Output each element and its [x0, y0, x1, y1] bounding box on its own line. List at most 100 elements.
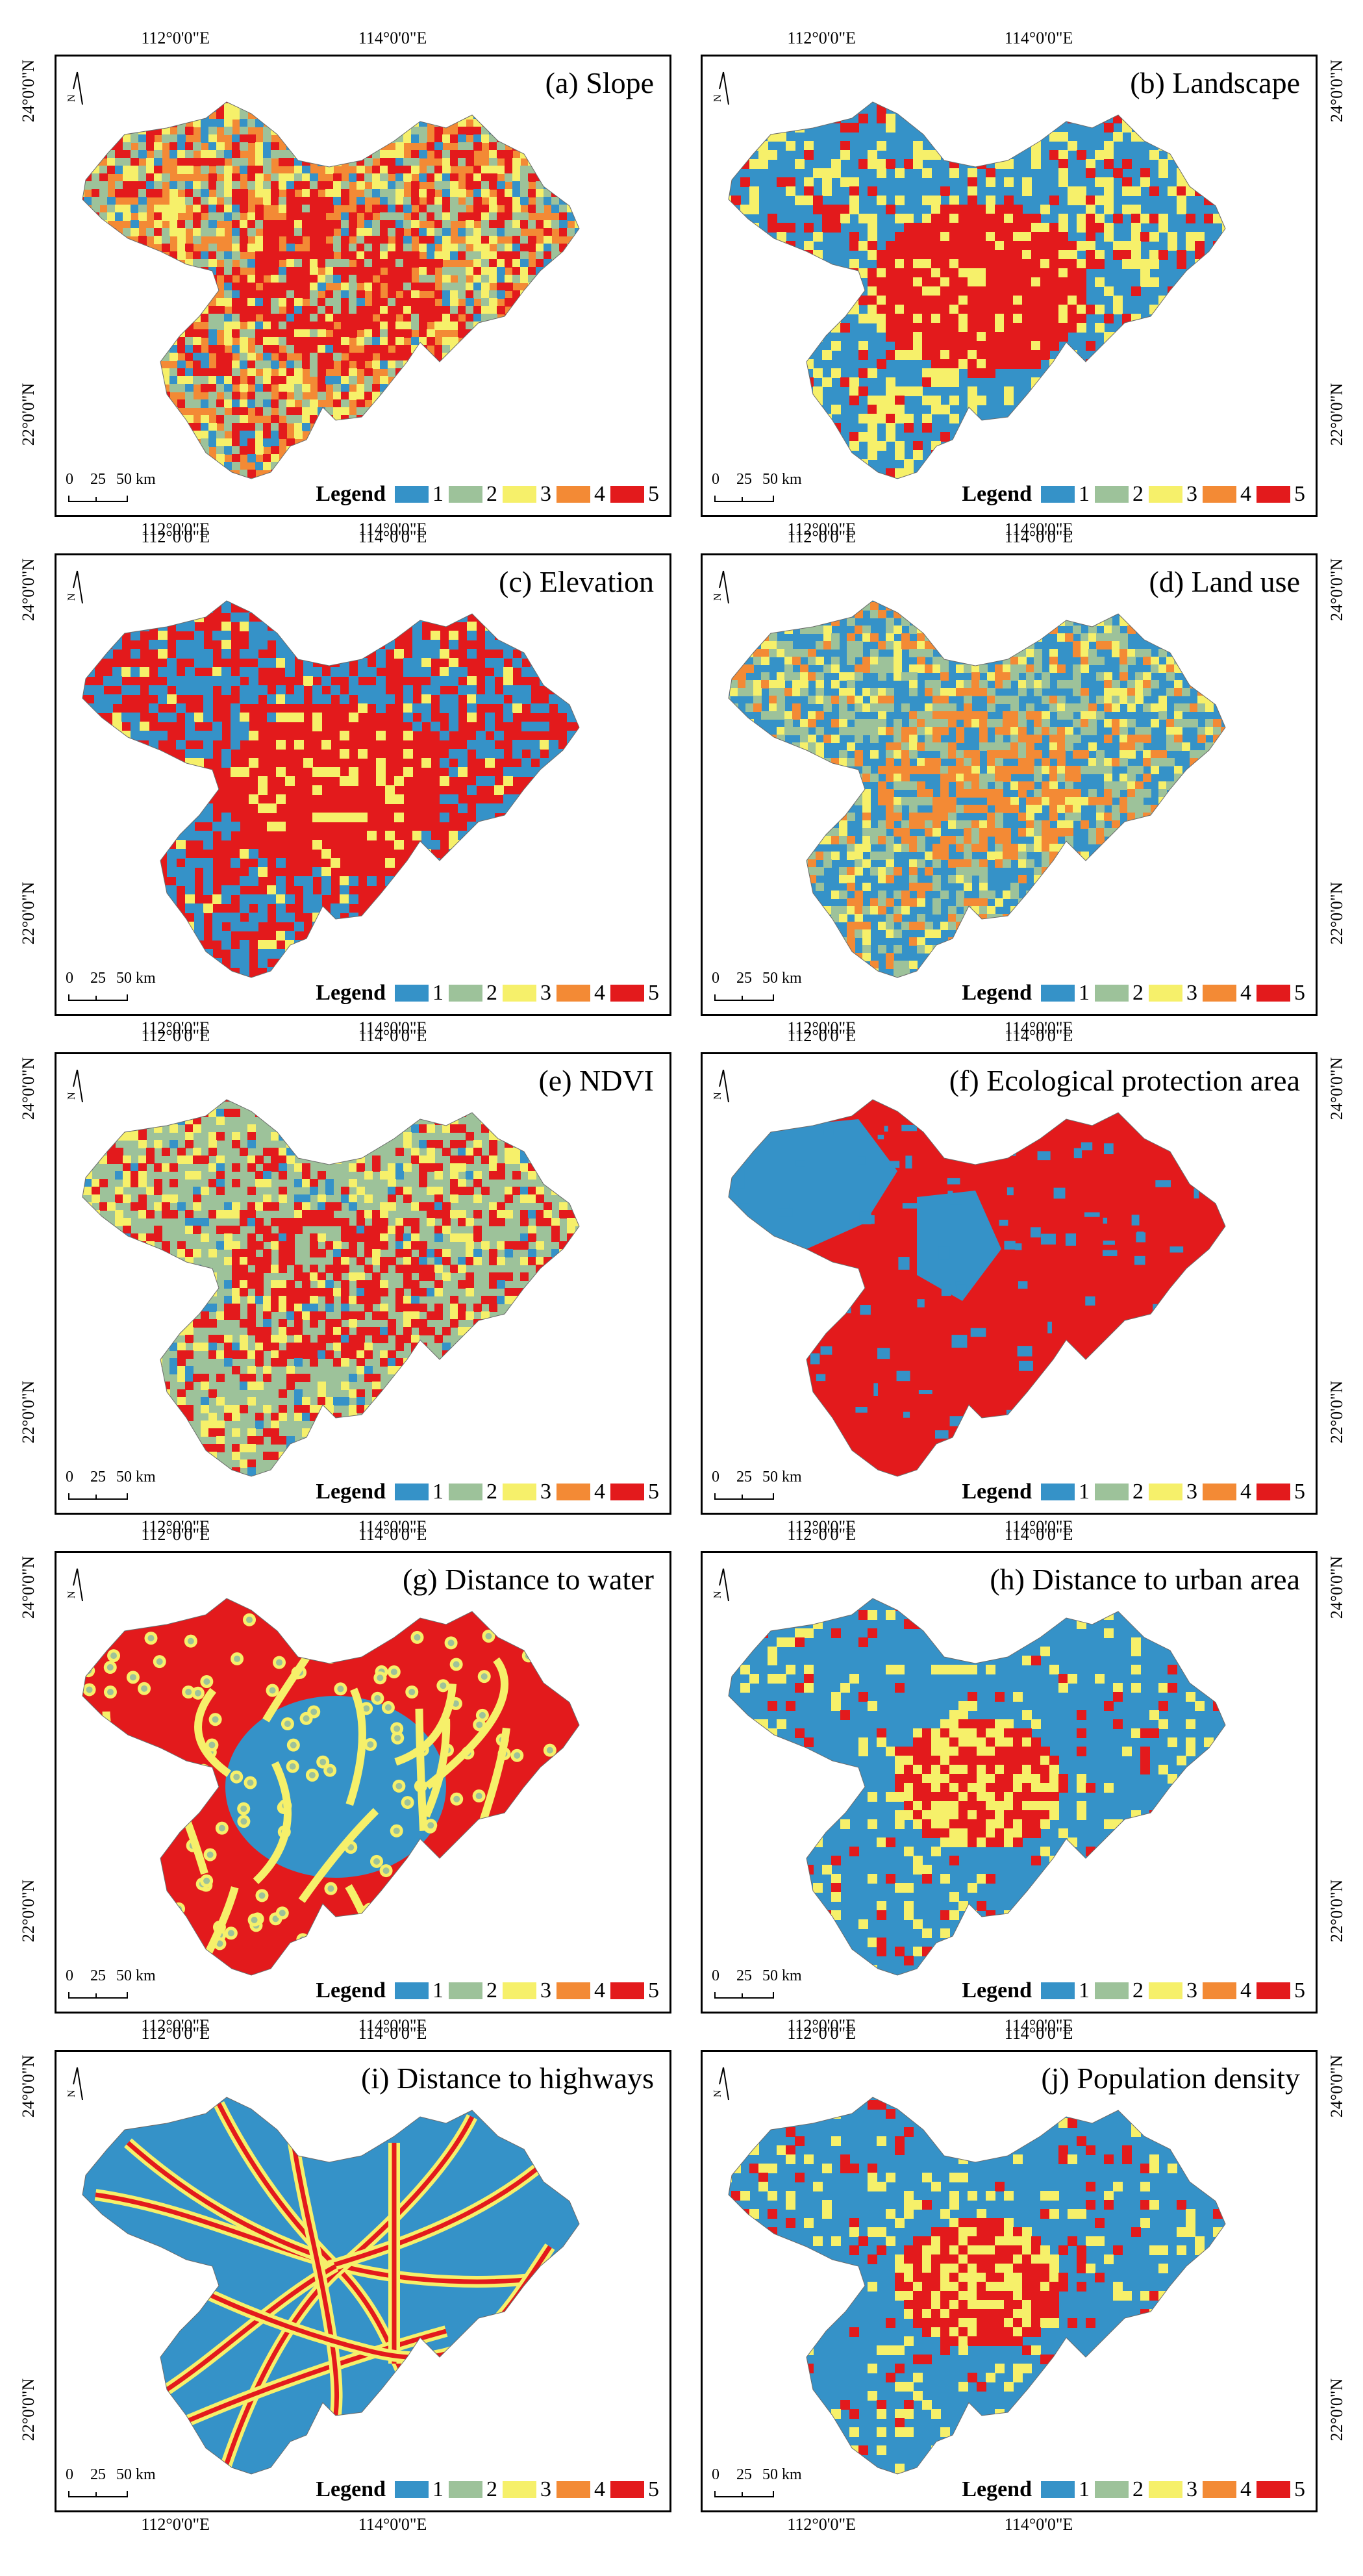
legend-label: 2 — [1132, 1978, 1144, 2002]
scale-label: 50 km — [116, 970, 156, 987]
scale-mid-tick — [95, 996, 97, 1001]
north-arrow-icon: N — [712, 2067, 729, 2101]
legend-swatch — [449, 1484, 482, 1500]
longitude-label: 114°0'0"E — [1004, 1525, 1073, 1544]
map-area — [82, 101, 580, 479]
scale-line — [714, 994, 774, 1001]
north-arrow-icon: N — [712, 1568, 729, 1602]
legend-label: 1 — [432, 482, 444, 506]
legend-item: 4 — [1203, 981, 1251, 1005]
north-label: N — [66, 1092, 77, 1100]
legend-swatch — [610, 1982, 644, 1999]
map-raster — [729, 601, 1225, 978]
legend-label: 3 — [1186, 482, 1197, 506]
scale-line — [714, 496, 774, 502]
legend-item: 2 — [1095, 981, 1144, 1005]
longitude-label: 112°0'0"E — [787, 527, 856, 546]
latitude-label: 22°0'0"N — [19, 882, 38, 945]
scale-label: 50 km — [762, 970, 802, 987]
legend-item: 5 — [1257, 981, 1305, 1005]
legend-item: 1 — [1041, 981, 1090, 1005]
legend-label: 1 — [432, 1978, 444, 2002]
map-raster — [729, 1598, 1225, 1975]
legend-swatch — [395, 486, 429, 503]
map-raster — [729, 102, 1225, 479]
legend-swatch — [1041, 486, 1075, 503]
panel-title: (d) Land use — [1149, 565, 1300, 598]
legend-item: 1 — [1041, 482, 1090, 507]
longitude-label: 112°0'0"E — [787, 2024, 856, 2043]
panel-title: (h) Distance to urban area — [990, 1563, 1300, 1596]
legend-swatch — [556, 1484, 590, 1500]
scale-label: 0 — [66, 970, 73, 987]
legend-item: 5 — [610, 1978, 659, 2003]
legend-swatch — [395, 985, 429, 1002]
scale-label: 50 km — [116, 1967, 156, 1984]
latitude-label: 22°0'0"N — [1327, 1880, 1346, 1943]
legend: Legend 1 2 3 4 5 — [962, 979, 1305, 1007]
longitude-label: 114°0'0"E — [358, 1517, 427, 1536]
longitude-label: 112°0'0"E — [141, 2024, 210, 2043]
map-panel: (b) Landscape N 0 25 50 km Legend 1 2 3 4 5 — [701, 55, 1318, 517]
legend-swatch — [1203, 2481, 1236, 2498]
legend-item: 5 — [610, 2477, 659, 2502]
legend-label: 3 — [1186, 981, 1197, 1005]
legend-swatch — [395, 1982, 429, 1999]
scale-label: 25 — [90, 1967, 106, 1984]
map-raster — [729, 2097, 1225, 2474]
north-arrow-icon: N — [66, 71, 83, 105]
map-area — [728, 2097, 1226, 2475]
legend-swatch — [1203, 985, 1236, 1002]
legend-label: 3 — [1186, 1978, 1197, 2002]
legend-item: 2 — [449, 1480, 497, 1504]
map-area — [82, 1099, 580, 1477]
legend-swatch — [503, 2481, 536, 2498]
scale-label: 0 — [66, 1967, 73, 1984]
legend-label: 1 — [432, 981, 444, 1005]
legend-item: 1 — [1041, 1978, 1090, 2003]
legend-title: Legend — [316, 2477, 386, 2501]
longitude-label: 112°0'0"E — [141, 1517, 210, 1536]
legend-label: 2 — [486, 2477, 497, 2501]
scale-bar: 0 25 50 km — [64, 1967, 175, 2002]
legend-title: Legend — [316, 981, 386, 1005]
map-panel: (a) Slope N 0 25 50 km Legend 1 2 3 4 5 — [55, 55, 671, 517]
legend-swatch — [1041, 2481, 1075, 2498]
latitude-label: 22°0'0"N — [19, 383, 38, 446]
legend-item: 3 — [503, 1978, 551, 2003]
scale-mid-tick — [95, 497, 97, 502]
scale-bar: 0 25 50 km — [64, 2466, 175, 2501]
legend-item: 4 — [556, 1978, 605, 2003]
map-panel: (e) NDVI N 0 25 50 km Legend 1 2 3 4 5 — [55, 1052, 671, 1515]
north-label: N — [66, 1591, 77, 1598]
legend-swatch — [449, 985, 482, 1002]
legend-label: 2 — [486, 482, 497, 506]
latitude-label: 22°0'0"N — [19, 2379, 38, 2442]
scale-label: 50 km — [762, 2466, 802, 2483]
map-panel: (j) Population density N 0 25 50 km Legend 1 2 3… — [701, 2050, 1318, 2512]
panel-title: (b) Landscape — [1130, 66, 1300, 99]
longitude-label: 114°0'0"E — [1004, 527, 1073, 546]
legend-swatch — [503, 985, 536, 1002]
scale-label: 0 — [712, 471, 719, 488]
scale-line — [68, 496, 128, 502]
longitude-label: 112°0'0"E — [141, 1026, 210, 1045]
map-raster — [82, 1598, 579, 1975]
scale-label: 50 km — [762, 1967, 802, 1984]
legend-item: 1 — [1041, 2477, 1090, 2502]
longitude-label: 114°0'0"E — [1004, 1517, 1073, 1536]
scale-mid-tick — [742, 1993, 743, 1999]
legend-title: Legend — [962, 1978, 1032, 2002]
longitude-label: 114°0'0"E — [1004, 2515, 1073, 2534]
scale-mid-tick — [95, 2492, 97, 2497]
legend: Legend 1 2 3 4 5 — [962, 480, 1305, 509]
legend-item: 3 — [1149, 482, 1197, 507]
scale-bar: 0 25 50 km — [710, 2466, 821, 2501]
legend-item: 1 — [395, 1480, 444, 1504]
legend-item: 3 — [1149, 1480, 1197, 1504]
longitude-label: 114°0'0"E — [358, 29, 427, 47]
panel-title: (f) Ecological protection area — [949, 1064, 1300, 1097]
legend-item: 5 — [1257, 1480, 1305, 1504]
legend-label: 1 — [1079, 2477, 1090, 2501]
scale-label: 0 — [712, 2466, 719, 2483]
